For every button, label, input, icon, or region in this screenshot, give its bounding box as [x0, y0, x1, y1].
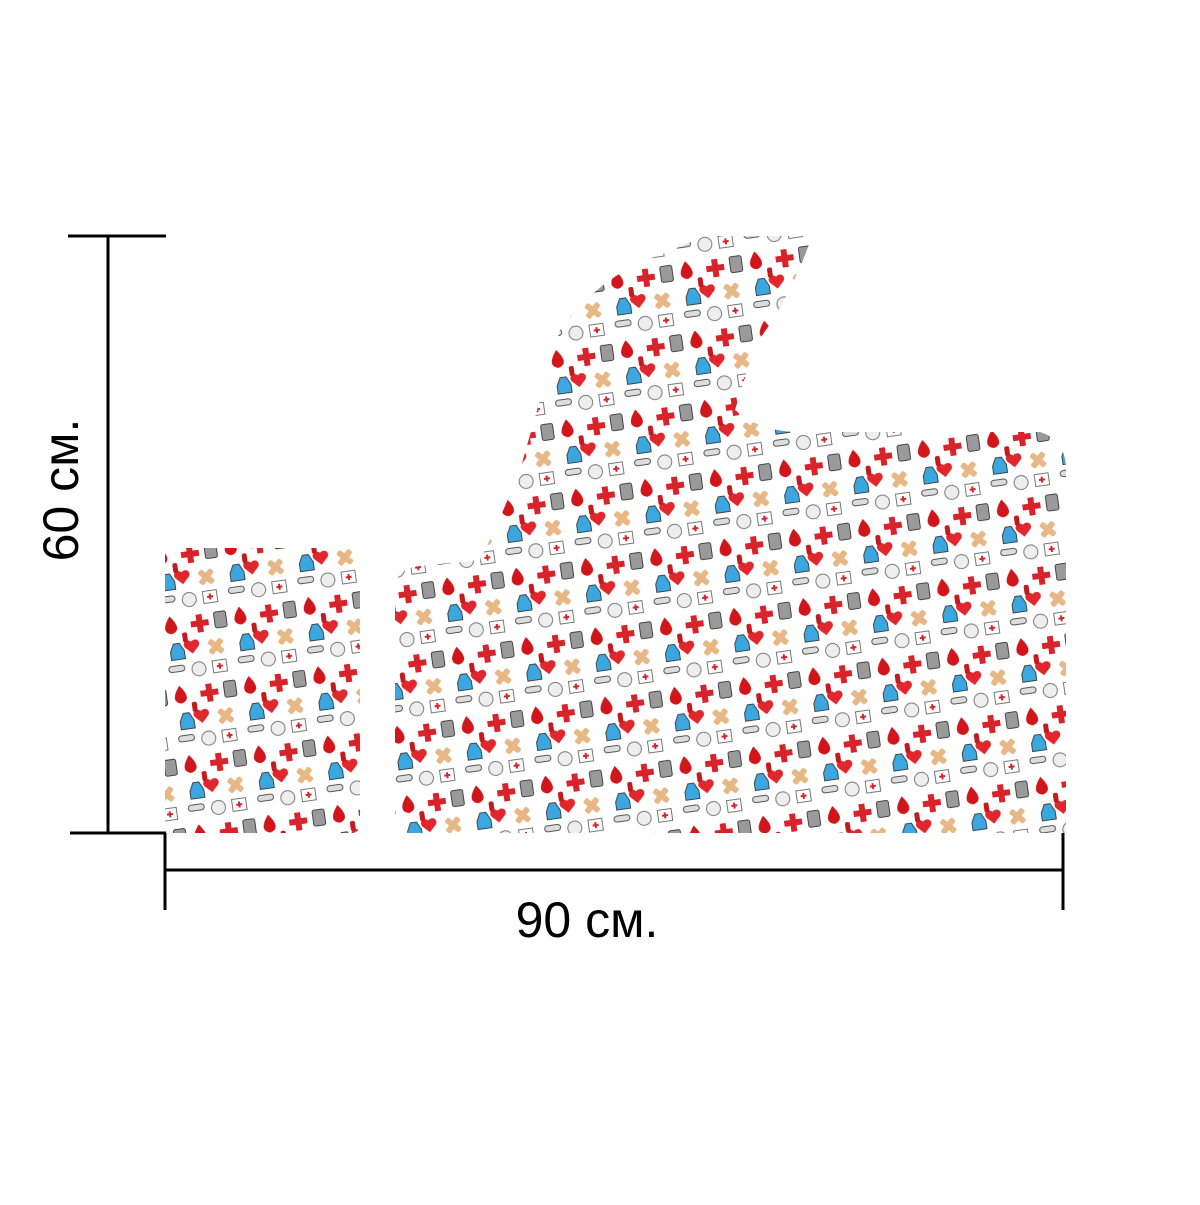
height-label: 60 см. [33, 419, 89, 562]
wallpaper-pattern [165, 236, 1066, 833]
width-label: 90 см. [516, 892, 659, 948]
dimension-lines [68, 234, 1065, 910]
